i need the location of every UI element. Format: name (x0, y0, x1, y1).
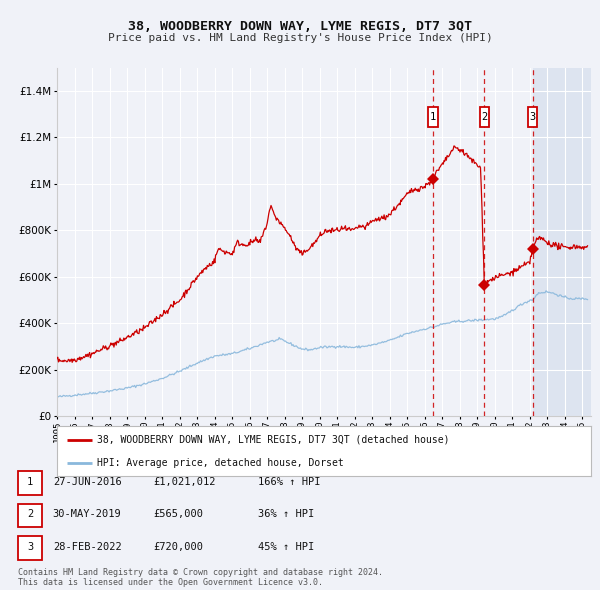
Text: 38, WOODBERRY DOWN WAY, LYME REGIS, DT7 3QT: 38, WOODBERRY DOWN WAY, LYME REGIS, DT7 … (128, 20, 472, 33)
Text: 1: 1 (430, 112, 436, 122)
Text: 1: 1 (27, 477, 33, 487)
Text: 30-MAY-2019: 30-MAY-2019 (53, 510, 122, 519)
Text: HPI: Average price, detached house, Dorset: HPI: Average price, detached house, Dors… (97, 458, 344, 468)
Text: 2: 2 (481, 112, 488, 122)
Text: 27-JUN-2016: 27-JUN-2016 (53, 477, 122, 487)
Text: £720,000: £720,000 (153, 542, 203, 552)
Text: £565,000: £565,000 (153, 510, 203, 519)
Text: 3: 3 (529, 112, 536, 122)
Text: 28-FEB-2022: 28-FEB-2022 (53, 542, 122, 552)
Text: 3: 3 (27, 542, 33, 552)
Bar (533, 68, 591, 416)
Text: 166% ↑ HPI: 166% ↑ HPI (258, 477, 320, 487)
Text: 45% ↑ HPI: 45% ↑ HPI (258, 542, 314, 552)
Text: 2: 2 (27, 510, 33, 519)
Text: £1,021,012: £1,021,012 (153, 477, 215, 487)
Text: 36% ↑ HPI: 36% ↑ HPI (258, 510, 314, 519)
Text: Price paid vs. HM Land Registry's House Price Index (HPI): Price paid vs. HM Land Registry's House … (107, 33, 493, 43)
Bar (479, 107, 489, 127)
Text: 38, WOODBERRY DOWN WAY, LYME REGIS, DT7 3QT (detached house): 38, WOODBERRY DOWN WAY, LYME REGIS, DT7 … (97, 434, 449, 444)
Bar (428, 107, 438, 127)
Text: This data is licensed under the Open Government Licence v3.0.: This data is licensed under the Open Gov… (18, 578, 323, 587)
Text: Contains HM Land Registry data © Crown copyright and database right 2024.: Contains HM Land Registry data © Crown c… (18, 568, 383, 577)
Bar (528, 107, 538, 127)
